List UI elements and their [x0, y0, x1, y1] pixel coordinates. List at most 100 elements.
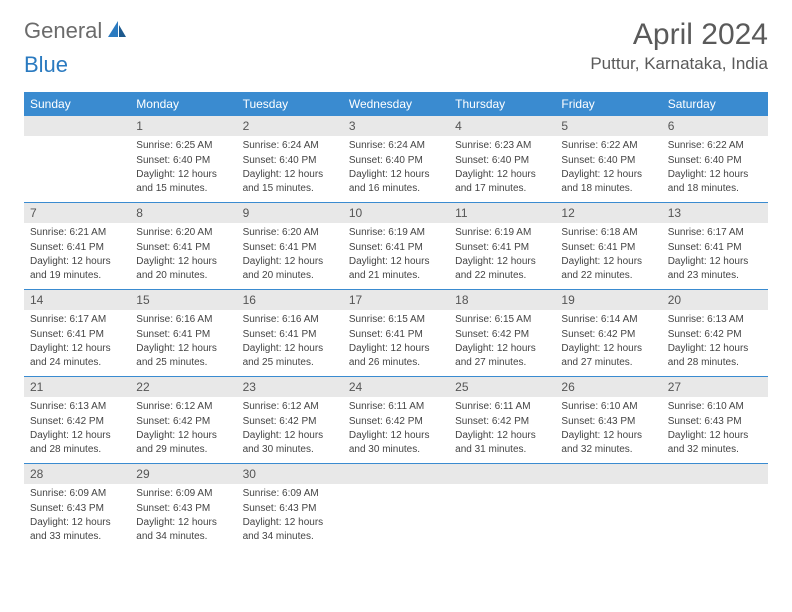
column-header: Thursday	[449, 92, 555, 116]
column-header: Tuesday	[237, 92, 343, 116]
sunrise-text: Sunrise: 6:18 AM	[561, 226, 655, 240]
day-number: 19	[555, 290, 661, 310]
sunrise-text: Sunrise: 6:19 AM	[349, 226, 443, 240]
day-info: Sunrise: 6:21 AMSunset: 6:41 PMDaylight:…	[24, 223, 130, 289]
day-number: 29	[130, 464, 236, 484]
day-number: 5	[555, 116, 661, 136]
sunset-text: Sunset: 6:40 PM	[136, 154, 230, 168]
daylight-text: Daylight: 12 hours and 28 minutes.	[30, 429, 124, 456]
day-info: Sunrise: 6:09 AMSunset: 6:43 PMDaylight:…	[237, 484, 343, 550]
calendar-cell	[662, 464, 768, 550]
day-number: 10	[343, 203, 449, 223]
empty-day	[24, 116, 130, 136]
daylight-text: Daylight: 12 hours and 17 minutes.	[455, 168, 549, 195]
day-info: Sunrise: 6:18 AMSunset: 6:41 PMDaylight:…	[555, 223, 661, 289]
calendar-cell: 13Sunrise: 6:17 AMSunset: 6:41 PMDayligh…	[662, 203, 768, 289]
calendar-cell	[24, 116, 130, 202]
sunset-text: Sunset: 6:42 PM	[30, 415, 124, 429]
day-number: 25	[449, 377, 555, 397]
calendar-cell: 18Sunrise: 6:15 AMSunset: 6:42 PMDayligh…	[449, 290, 555, 376]
calendar-week: 7Sunrise: 6:21 AMSunset: 6:41 PMDaylight…	[24, 203, 768, 290]
day-info: Sunrise: 6:19 AMSunset: 6:41 PMDaylight:…	[449, 223, 555, 289]
day-info: Sunrise: 6:09 AMSunset: 6:43 PMDaylight:…	[130, 484, 236, 550]
title-block: April 2024 Puttur, Karnataka, India	[590, 18, 768, 74]
calendar-cell	[555, 464, 661, 550]
sunrise-text: Sunrise: 6:13 AM	[30, 400, 124, 414]
daylight-text: Daylight: 12 hours and 22 minutes.	[455, 255, 549, 282]
sunset-text: Sunset: 6:42 PM	[455, 328, 549, 342]
calendar-cell	[449, 464, 555, 550]
calendar-cell: 9Sunrise: 6:20 AMSunset: 6:41 PMDaylight…	[237, 203, 343, 289]
sunrise-text: Sunrise: 6:13 AM	[668, 313, 762, 327]
sunrise-text: Sunrise: 6:25 AM	[136, 139, 230, 153]
sunset-text: Sunset: 6:40 PM	[455, 154, 549, 168]
day-info: Sunrise: 6:12 AMSunset: 6:42 PMDaylight:…	[237, 397, 343, 463]
day-number: 13	[662, 203, 768, 223]
daylight-text: Daylight: 12 hours and 23 minutes.	[668, 255, 762, 282]
calendar-week: 1Sunrise: 6:25 AMSunset: 6:40 PMDaylight…	[24, 116, 768, 203]
calendar-cell: 19Sunrise: 6:14 AMSunset: 6:42 PMDayligh…	[555, 290, 661, 376]
daylight-text: Daylight: 12 hours and 25 minutes.	[136, 342, 230, 369]
daylight-text: Daylight: 12 hours and 31 minutes.	[455, 429, 549, 456]
daylight-text: Daylight: 12 hours and 30 minutes.	[349, 429, 443, 456]
day-number: 6	[662, 116, 768, 136]
day-number: 3	[343, 116, 449, 136]
sunset-text: Sunset: 6:42 PM	[136, 415, 230, 429]
day-number: 15	[130, 290, 236, 310]
location: Puttur, Karnataka, India	[590, 54, 768, 74]
day-number: 17	[343, 290, 449, 310]
calendar-cell: 14Sunrise: 6:17 AMSunset: 6:41 PMDayligh…	[24, 290, 130, 376]
sunset-text: Sunset: 6:42 PM	[561, 328, 655, 342]
sunrise-text: Sunrise: 6:09 AM	[243, 487, 337, 501]
sunset-text: Sunset: 6:41 PM	[668, 241, 762, 255]
empty-day	[555, 464, 661, 484]
sunset-text: Sunset: 6:43 PM	[136, 502, 230, 516]
daylight-text: Daylight: 12 hours and 27 minutes.	[455, 342, 549, 369]
day-number: 26	[555, 377, 661, 397]
calendar-cell: 3Sunrise: 6:24 AMSunset: 6:40 PMDaylight…	[343, 116, 449, 202]
calendar-cell: 21Sunrise: 6:13 AMSunset: 6:42 PMDayligh…	[24, 377, 130, 463]
sunrise-text: Sunrise: 6:17 AM	[30, 313, 124, 327]
daylight-text: Daylight: 12 hours and 27 minutes.	[561, 342, 655, 369]
column-header: Friday	[555, 92, 661, 116]
calendar-cell: 5Sunrise: 6:22 AMSunset: 6:40 PMDaylight…	[555, 116, 661, 202]
sunrise-text: Sunrise: 6:22 AM	[561, 139, 655, 153]
daylight-text: Daylight: 12 hours and 16 minutes.	[349, 168, 443, 195]
day-info: Sunrise: 6:20 AMSunset: 6:41 PMDaylight:…	[130, 223, 236, 289]
day-number: 21	[24, 377, 130, 397]
sunset-text: Sunset: 6:41 PM	[30, 241, 124, 255]
day-number: 9	[237, 203, 343, 223]
day-info: Sunrise: 6:13 AMSunset: 6:42 PMDaylight:…	[24, 397, 130, 463]
calendar-cell: 30Sunrise: 6:09 AMSunset: 6:43 PMDayligh…	[237, 464, 343, 550]
calendar-week: 21Sunrise: 6:13 AMSunset: 6:42 PMDayligh…	[24, 377, 768, 464]
day-number: 2	[237, 116, 343, 136]
day-info: Sunrise: 6:16 AMSunset: 6:41 PMDaylight:…	[237, 310, 343, 376]
day-info: Sunrise: 6:11 AMSunset: 6:42 PMDaylight:…	[449, 397, 555, 463]
day-info: Sunrise: 6:24 AMSunset: 6:40 PMDaylight:…	[343, 136, 449, 202]
sunset-text: Sunset: 6:41 PM	[349, 241, 443, 255]
sunrise-text: Sunrise: 6:19 AM	[455, 226, 549, 240]
day-number: 8	[130, 203, 236, 223]
calendar-cell: 12Sunrise: 6:18 AMSunset: 6:41 PMDayligh…	[555, 203, 661, 289]
sunrise-text: Sunrise: 6:23 AM	[455, 139, 549, 153]
calendar-cell: 23Sunrise: 6:12 AMSunset: 6:42 PMDayligh…	[237, 377, 343, 463]
sunset-text: Sunset: 6:41 PM	[30, 328, 124, 342]
sunrise-text: Sunrise: 6:24 AM	[243, 139, 337, 153]
daylight-text: Daylight: 12 hours and 22 minutes.	[561, 255, 655, 282]
sunset-text: Sunset: 6:41 PM	[136, 328, 230, 342]
brand-part1: General	[24, 18, 102, 44]
day-number: 4	[449, 116, 555, 136]
day-number: 20	[662, 290, 768, 310]
sunrise-text: Sunrise: 6:11 AM	[455, 400, 549, 414]
sunset-text: Sunset: 6:43 PM	[243, 502, 337, 516]
daylight-text: Daylight: 12 hours and 24 minutes.	[30, 342, 124, 369]
calendar-cell: 15Sunrise: 6:16 AMSunset: 6:41 PMDayligh…	[130, 290, 236, 376]
calendar-cell: 28Sunrise: 6:09 AMSunset: 6:43 PMDayligh…	[24, 464, 130, 550]
day-info: Sunrise: 6:14 AMSunset: 6:42 PMDaylight:…	[555, 310, 661, 376]
sunrise-text: Sunrise: 6:24 AM	[349, 139, 443, 153]
day-number: 18	[449, 290, 555, 310]
day-info: Sunrise: 6:17 AMSunset: 6:41 PMDaylight:…	[24, 310, 130, 376]
sunrise-text: Sunrise: 6:20 AM	[243, 226, 337, 240]
daylight-text: Daylight: 12 hours and 15 minutes.	[136, 168, 230, 195]
day-info: Sunrise: 6:20 AMSunset: 6:41 PMDaylight:…	[237, 223, 343, 289]
